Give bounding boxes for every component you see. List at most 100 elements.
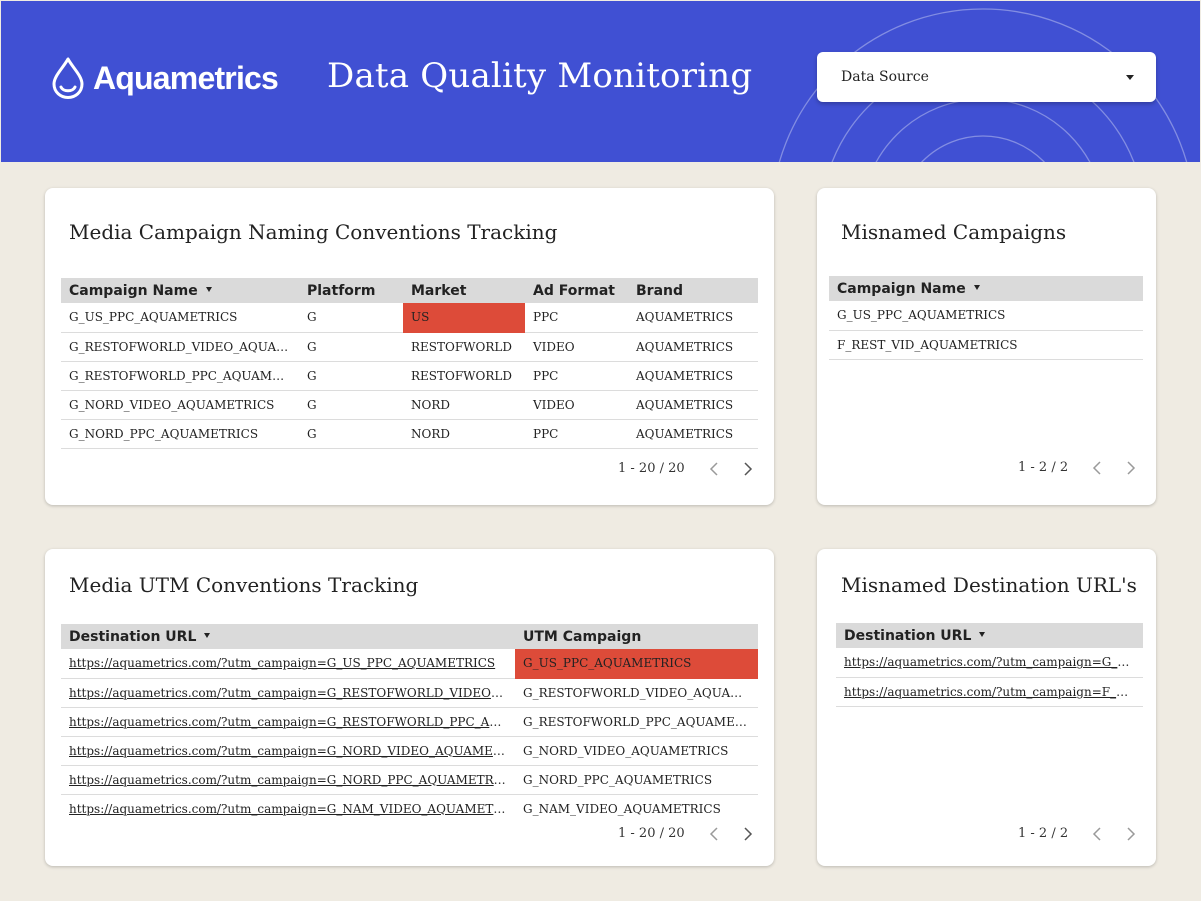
cell-platform: G: [299, 361, 403, 391]
misnamed-campaigns-card: Misnamed Campaigns Campaign Name G_US_PP…: [817, 188, 1156, 505]
chevron-down-icon: [1126, 75, 1134, 80]
sort-desc-icon: [204, 633, 211, 638]
naming-table: Campaign Name Platform Market Ad Format …: [61, 278, 758, 449]
column-header-destination-url[interactable]: Destination URL: [836, 623, 1143, 648]
chevron-right-icon[interactable]: [743, 826, 753, 841]
pagination: 1 - 2 / 2: [1018, 460, 1136, 475]
chevron-left-icon[interactable]: [1092, 826, 1102, 841]
column-header-market[interactable]: Market: [403, 278, 525, 303]
cell-platform: G: [299, 419, 403, 449]
cell-ad-format: PPC: [525, 361, 628, 391]
page-title: Data Quality Monitoring: [327, 56, 753, 96]
cell-market: NORD: [403, 419, 525, 449]
cell-destination-url-link[interactable]: https://aquametrics.com/?utm_campaign=G_…: [61, 765, 515, 795]
column-header-brand[interactable]: Brand: [628, 278, 758, 303]
table-row[interactable]: G_NORD_PPC_AQUAMETRICS G NORD PPC AQUAME…: [61, 419, 758, 449]
card-title: Misnamed Destination URL's: [841, 573, 1137, 597]
table-row[interactable]: G_US_PPC_AQUAMETRICS: [829, 301, 1143, 331]
column-header-utm-campaign[interactable]: UTM Campaign: [515, 624, 758, 649]
cell-brand: AQUAMETRICS: [628, 390, 758, 420]
cell-destination-url-link[interactable]: https://aquametrics.com/?utm_campaign=G_…: [61, 707, 515, 737]
data-source-dropdown[interactable]: Data Source: [817, 52, 1156, 102]
cell-destination-url-link[interactable]: https://aquametrics.com/?utm_campaign=G_…: [61, 678, 515, 708]
table-row[interactable]: G_RESTOFWORLD_VIDEO_AQUAMETRICS G RESTOF…: [61, 332, 758, 362]
chevron-left-icon[interactable]: [709, 826, 719, 841]
cell-brand: AQUAMETRICS: [628, 303, 758, 333]
misnamed-urls-card: Misnamed Destination URL's Destination U…: [817, 549, 1156, 866]
cell-utm-campaign: G_RESTOFWORLD_PPC_AQUAMETRICS: [515, 707, 758, 737]
logo: Aquametrics: [51, 56, 279, 100]
column-header-platform[interactable]: Platform: [299, 278, 403, 303]
cell-destination-url-link[interactable]: https://aquametrics.com/?utm_campaign=G_…: [61, 649, 515, 679]
brand-name: Aquametrics: [93, 59, 279, 96]
cell-campaign-name: G_US_PPC_AQUAMETRICS: [829, 301, 1143, 331]
utm-table: Destination URL UTM Campaign https://aqu…: [61, 624, 758, 823]
pagination-range: 1 - 20 / 20: [618, 826, 685, 841]
cell-destination-url-link[interactable]: https://aquametrics.com/?utm_campaign=G_…: [69, 801, 515, 816]
table-header-row: Destination URL UTM Campaign: [61, 624, 758, 649]
table-row[interactable]: https://aquametrics.com/?utm_campaign=F_…: [836, 677, 1143, 707]
cell-platform: G: [299, 390, 403, 420]
sort-desc-icon: [973, 285, 980, 290]
sort-desc-icon: [979, 632, 986, 637]
cell-brand: AQUAMETRICS: [628, 419, 758, 449]
cell-campaign-name: F_REST_VID_AQUAMETRICS: [829, 330, 1143, 360]
cell-campaign-name: G_US_PPC_AQUAMETRICS: [61, 303, 299, 333]
cell-destination-url-link[interactable]: https://aquametrics.com/?utm_campaign=G_…: [836, 648, 1143, 678]
table-header-row: Campaign Name: [829, 276, 1143, 301]
pagination-range: 1 - 2 / 2: [1018, 826, 1069, 841]
table-row[interactable]: https://aquametrics.com/?utm_campaign=G_…: [836, 648, 1143, 678]
table-row[interactable]: G_US_PPC_AQUAMETRICS G US PPC AQUAMETRIC…: [61, 303, 758, 333]
cell-utm-campaign: G_NORD_PPC_AQUAMETRICS: [515, 765, 758, 795]
table-row[interactable]: https://aquametrics.com/?utm_campaign=G_…: [61, 794, 758, 823]
cell-market: RESTOFWORLD: [403, 332, 525, 362]
chevron-right-icon[interactable]: [743, 461, 753, 476]
pagination-range: 1 - 20 / 20: [618, 461, 685, 476]
chevron-left-icon[interactable]: [1092, 460, 1102, 475]
table-header-row: Campaign Name Platform Market Ad Format …: [61, 278, 758, 303]
utm-conventions-card: Media UTM Conventions Tracking Destinati…: [45, 549, 774, 866]
misnamed-urls-table: Destination URL https://aquametrics.com/…: [836, 623, 1143, 707]
chevron-left-icon[interactable]: [709, 461, 719, 476]
naming-conventions-card: Media Campaign Naming Conventions Tracki…: [45, 188, 774, 505]
misnamed-campaigns-table: Campaign Name G_US_PPC_AQUAMETRICS F_RES…: [829, 276, 1143, 360]
cell-utm-campaign: G_NORD_VIDEO_AQUAMETRICS: [515, 736, 758, 766]
table-row[interactable]: F_REST_VID_AQUAMETRICS: [829, 330, 1143, 360]
column-header-destination-url[interactable]: Destination URL: [61, 624, 515, 649]
card-title: Misnamed Campaigns: [841, 220, 1067, 244]
pagination: 1 - 20 / 20: [618, 461, 753, 476]
cell-ad-format: VIDEO: [525, 390, 628, 420]
cell-market-flagged: US: [403, 303, 525, 333]
pagination: 1 - 20 / 20: [618, 826, 753, 841]
pagination: 1 - 2 / 2: [1018, 826, 1136, 841]
cell-market: RESTOFWORLD: [403, 361, 525, 391]
sort-desc-icon: [205, 287, 212, 292]
cell-platform: G: [299, 332, 403, 362]
chevron-right-icon[interactable]: [1126, 460, 1136, 475]
cell-destination-url-link[interactable]: https://aquametrics.com/?utm_campaign=G_…: [61, 736, 515, 766]
table-header-row: Destination URL: [836, 623, 1143, 648]
column-header-ad-format[interactable]: Ad Format: [525, 278, 628, 303]
cell-ad-format: PPC: [525, 419, 628, 449]
table-row[interactable]: G_RESTOFWORLD_PPC_AQUAMETRICS G RESTOFWO…: [61, 361, 758, 391]
table-row[interactable]: https://aquametrics.com/?utm_campaign=G_…: [61, 765, 758, 795]
column-header-campaign-name[interactable]: Campaign Name: [61, 278, 299, 303]
data-source-label: Data Source: [841, 69, 929, 85]
cell-utm-campaign: G_RESTOFWORLD_VIDEO_AQUAMETRICS: [515, 678, 758, 708]
cell-market: NORD: [403, 390, 525, 420]
table-row[interactable]: https://aquametrics.com/?utm_campaign=G_…: [61, 678, 758, 708]
chevron-right-icon[interactable]: [1126, 826, 1136, 841]
cell-ad-format: PPC: [525, 303, 628, 333]
table-row[interactable]: https://aquametrics.com/?utm_campaign=G_…: [61, 649, 758, 679]
table-row[interactable]: G_NORD_VIDEO_AQUAMETRICS G NORD VIDEO AQ…: [61, 390, 758, 420]
column-header-campaign-name[interactable]: Campaign Name: [829, 276, 1143, 301]
cell-destination-url-link[interactable]: https://aquametrics.com/?utm_campaign=F_…: [836, 677, 1143, 707]
table-row[interactable]: https://aquametrics.com/?utm_campaign=G_…: [61, 736, 758, 766]
card-title: Media Campaign Naming Conventions Tracki…: [69, 220, 558, 244]
cell-campaign-name: G_NORD_VIDEO_AQUAMETRICS: [61, 390, 299, 420]
cell-ad-format: VIDEO: [525, 332, 628, 362]
cell-brand: AQUAMETRICS: [628, 332, 758, 362]
cell-platform: G: [299, 303, 403, 333]
table-row[interactable]: https://aquametrics.com/?utm_campaign=G_…: [61, 707, 758, 737]
card-title: Media UTM Conventions Tracking: [69, 573, 419, 597]
